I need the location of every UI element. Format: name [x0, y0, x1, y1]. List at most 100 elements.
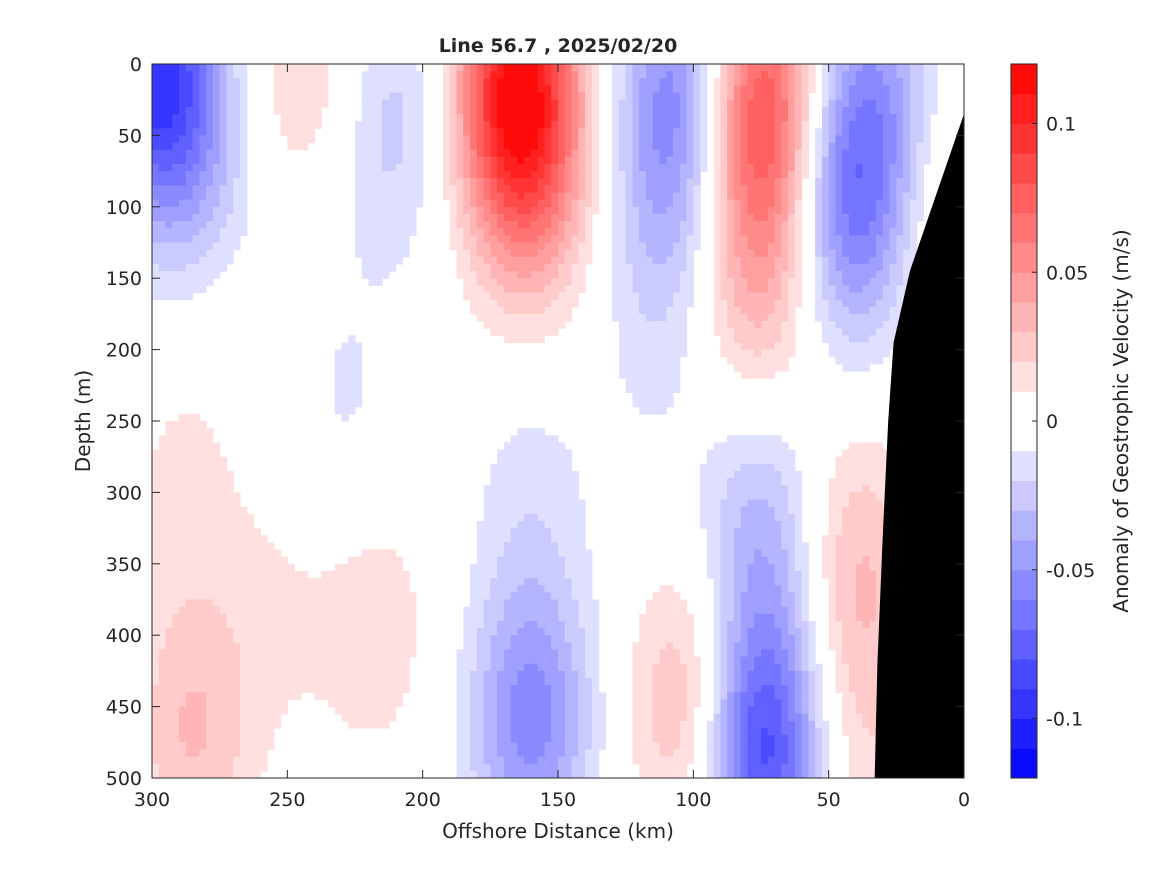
velocity-cell	[659, 71, 667, 79]
velocity-cell	[679, 720, 688, 729]
velocity-cell	[727, 563, 735, 572]
velocity-cell	[497, 742, 505, 751]
velocity-cell	[192, 113, 200, 122]
velocity-cell	[199, 706, 207, 715]
velocity-cell	[375, 256, 383, 265]
velocity-cell	[585, 242, 593, 251]
velocity-cell	[476, 156, 485, 165]
velocity-cell	[564, 192, 573, 201]
velocity-cell	[192, 71, 200, 79]
velocity-cell	[679, 71, 688, 79]
velocity-cell	[179, 520, 187, 529]
velocity-cell	[476, 185, 485, 194]
velocity-cell	[185, 699, 194, 708]
velocity-cell	[564, 742, 573, 751]
velocity-cell	[558, 720, 566, 729]
velocity-cell	[530, 185, 539, 194]
velocity-cell	[625, 313, 634, 322]
velocity-cell	[706, 735, 715, 743]
velocity-cell	[693, 113, 701, 122]
velocity-cell	[727, 692, 735, 701]
velocity-cell	[679, 271, 688, 279]
velocity-cell	[395, 678, 403, 686]
velocity-cell	[632, 64, 640, 72]
velocity-cell	[463, 606, 471, 615]
velocity-cell	[720, 620, 728, 629]
velocity-cell	[321, 578, 329, 586]
velocity-cell	[260, 713, 268, 722]
velocity-cell	[294, 592, 302, 601]
velocity-cell	[551, 492, 559, 501]
velocity-cell	[571, 735, 579, 743]
velocity-cell	[517, 649, 525, 658]
velocity-cell	[564, 670, 573, 679]
velocity-cell	[713, 506, 721, 515]
velocity-cell	[219, 742, 228, 751]
velocity-cell	[666, 121, 674, 129]
velocity-cell	[679, 735, 688, 743]
velocity-cell	[246, 528, 255, 536]
velocity-cell	[585, 756, 593, 765]
velocity-cell	[158, 620, 167, 629]
velocity-cell	[152, 570, 160, 579]
velocity-cell	[206, 185, 214, 194]
velocity-cell	[280, 663, 288, 672]
velocity-cell	[544, 442, 552, 451]
velocity-cell	[524, 635, 532, 643]
velocity-cell	[260, 656, 268, 665]
velocity-cell	[666, 85, 674, 94]
velocity-cell	[625, 128, 634, 136]
velocity-cell	[470, 92, 478, 101]
velocity-cell	[497, 64, 505, 72]
velocity-cell	[483, 242, 491, 251]
velocity-cell	[510, 142, 518, 151]
velocity-cell	[185, 463, 194, 472]
velocity-cell	[551, 463, 559, 472]
velocity-cell	[334, 649, 343, 658]
velocity-cell	[463, 199, 471, 208]
velocity-cell	[483, 499, 491, 508]
velocity-cell	[470, 756, 478, 765]
velocity-cell	[585, 742, 593, 751]
velocity-cell	[199, 228, 207, 236]
velocity-cell	[558, 142, 566, 151]
velocity-cell	[490, 321, 498, 329]
velocity-cell	[720, 235, 728, 244]
velocity-cell	[537, 163, 546, 172]
velocity-cell	[544, 285, 552, 294]
velocity-cell	[530, 106, 539, 115]
velocity-cell	[720, 128, 728, 136]
velocity-cell	[632, 649, 640, 658]
velocity-cell	[679, 199, 688, 208]
velocity-cell	[727, 306, 735, 315]
velocity-cell	[659, 342, 667, 351]
velocity-cell	[733, 656, 742, 665]
velocity-cell	[382, 142, 390, 151]
velocity-cell	[409, 199, 417, 208]
velocity-cell	[226, 85, 234, 94]
velocity-cell	[287, 78, 295, 87]
velocity-cell	[564, 178, 573, 186]
velocity-cell	[544, 642, 552, 651]
velocity-cell	[686, 192, 694, 201]
velocity-cell	[483, 221, 491, 229]
velocity-cell	[382, 185, 390, 194]
velocity-cell	[212, 528, 221, 536]
velocity-cell	[355, 685, 363, 693]
velocity-cell	[517, 492, 525, 501]
velocity-cell	[179, 113, 187, 122]
velocity-cell	[564, 720, 573, 729]
velocity-cell	[666, 78, 674, 87]
velocity-cell	[591, 620, 600, 629]
velocity-cell	[693, 199, 701, 208]
velocity-cell	[517, 185, 525, 194]
velocity-cell	[530, 442, 539, 451]
velocity-cell	[395, 570, 403, 579]
velocity-cell	[375, 549, 383, 558]
velocity-cell	[733, 749, 742, 758]
velocity-cell	[192, 128, 200, 136]
velocity-cell	[740, 256, 749, 265]
velocity-cell	[212, 613, 221, 622]
velocity-cell	[652, 171, 661, 179]
velocity-cell	[294, 670, 302, 679]
